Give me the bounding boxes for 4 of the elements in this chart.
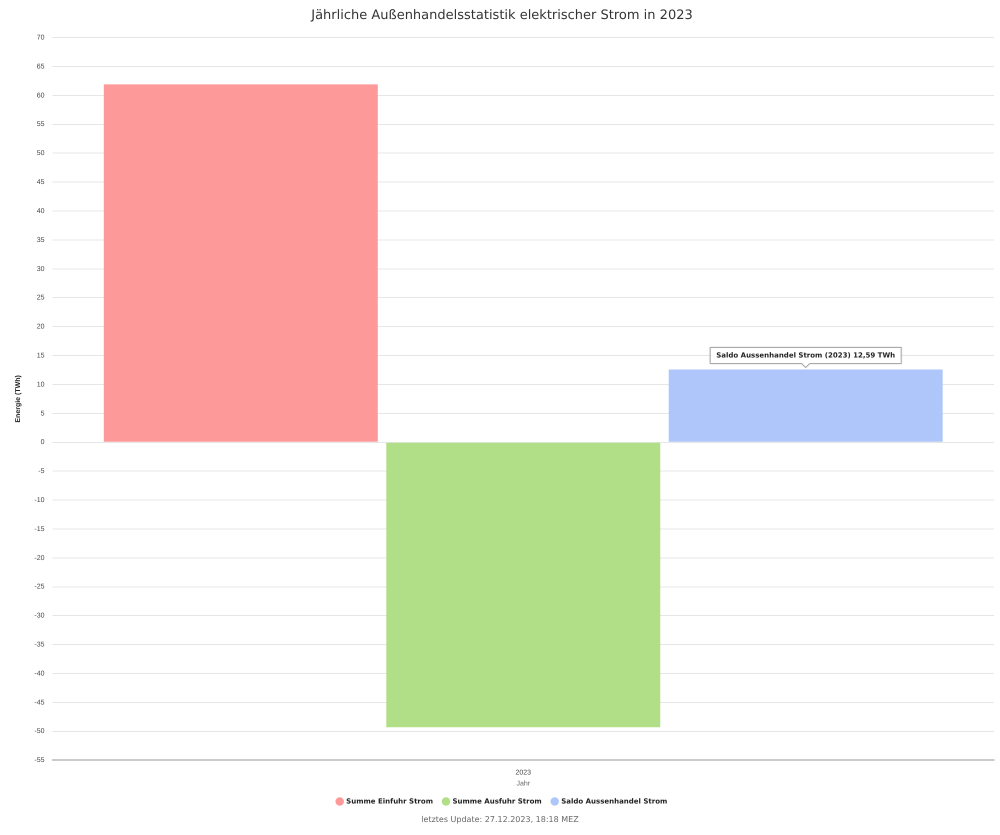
bar <box>386 442 660 728</box>
text: letztes Update: 27.12.2023, 18:18 MEZ <box>420 815 580 826</box>
bar <box>104 84 378 442</box>
chart-title: Jährliche Außenhandelsstatistik elektrischer Strom in 2023 <box>310 8 693 24</box>
